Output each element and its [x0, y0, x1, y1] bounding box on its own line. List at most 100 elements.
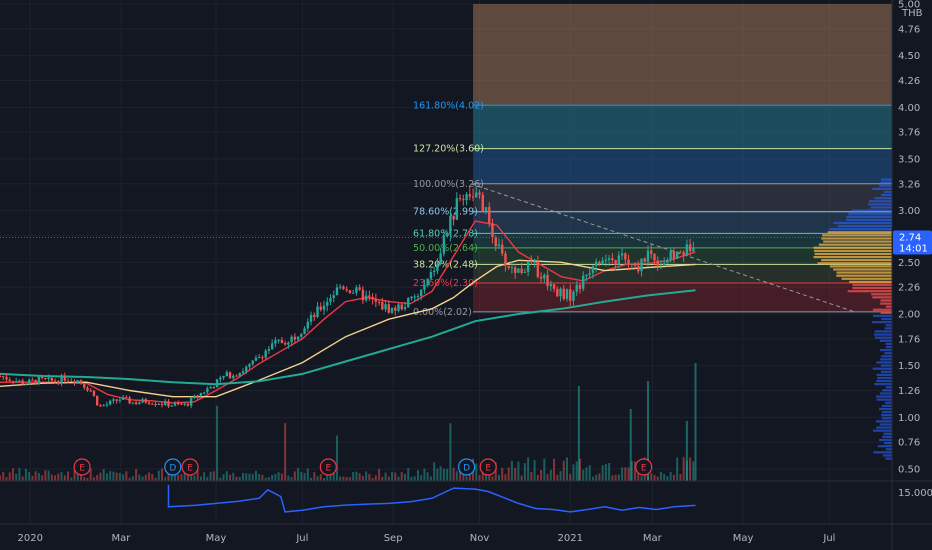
volume-profile-bar	[846, 215, 892, 218]
candle-body	[27, 379, 31, 385]
volume-bar	[614, 474, 617, 481]
volume-profile-bar	[872, 321, 892, 324]
volume-bar	[433, 462, 436, 481]
indicator-axis-label: 15.000	[898, 488, 932, 499]
volume-profile-bar	[885, 342, 892, 345]
candle-body	[549, 284, 552, 287]
volume-bar	[245, 473, 248, 481]
volume-profile-bar	[880, 181, 892, 184]
earnings-marker: E	[479, 458, 497, 476]
volume-profile-bar	[868, 200, 892, 203]
time-axis-tick: May	[733, 533, 754, 544]
volume-bar	[180, 474, 183, 481]
volume-profile-bar	[876, 373, 892, 376]
candle-body	[277, 339, 280, 341]
candle-body	[183, 403, 186, 405]
fib-zone	[473, 148, 892, 184]
candle-body	[669, 251, 672, 261]
volume-bar	[378, 468, 381, 481]
candle-body	[18, 380, 21, 382]
volume-bar	[361, 476, 364, 481]
volume-bar	[280, 473, 283, 481]
volume-bar	[157, 470, 160, 481]
volume-bar	[199, 476, 202, 481]
volume-bar	[138, 474, 141, 481]
volume-profile-bar	[872, 367, 892, 370]
volume-profile-bar	[817, 262, 892, 265]
volume-profile-bar	[883, 441, 892, 445]
candle-body	[588, 273, 591, 275]
volume-profile-bar	[813, 255, 892, 259]
volume-bar	[332, 469, 335, 481]
volume-bar	[371, 477, 374, 481]
volume-profile-bar	[872, 296, 892, 299]
fib-level-label: 161.80%(4.02)	[413, 100, 484, 111]
fib-level-label: 61.80%(2.78)	[413, 228, 478, 239]
price-axis-tick: 4.50	[898, 51, 920, 62]
volume-bar	[685, 421, 688, 481]
volume-bar	[148, 472, 151, 481]
candle-body	[384, 304, 387, 310]
volume-bar	[297, 468, 300, 481]
marker-label: E	[187, 464, 193, 474]
volume-bar	[80, 470, 82, 481]
volume-bar	[455, 471, 458, 481]
candle-body	[329, 297, 332, 302]
volume-bar	[669, 472, 672, 481]
volume-bar	[92, 477, 95, 481]
candle-body	[471, 196, 475, 198]
volume-bar	[54, 475, 57, 481]
candle-body	[280, 339, 284, 344]
price-axis-tick: 3.76	[898, 128, 920, 139]
candle-body	[617, 255, 621, 265]
candle-body	[44, 378, 47, 380]
candle-body	[248, 364, 251, 367]
volume-bar	[439, 466, 442, 481]
volume-bar	[647, 381, 649, 481]
volume-bar	[368, 474, 371, 481]
countdown-timer: 14:01	[899, 244, 928, 255]
volume-profile-bar	[875, 420, 892, 423]
volume-profile-bar	[874, 197, 892, 200]
volume-bar	[420, 475, 423, 481]
candle-body	[387, 304, 390, 313]
candle-body	[241, 371, 245, 373]
marker-circle	[635, 458, 653, 476]
volume-bar	[300, 471, 303, 481]
volume-bar	[206, 477, 209, 481]
volume-bar	[115, 472, 118, 481]
candle-body	[258, 357, 261, 359]
volume-bar	[601, 465, 604, 481]
candle-body	[238, 372, 241, 377]
candle-body	[371, 296, 374, 300]
time-axis-tick: Mar	[643, 533, 663, 544]
candle-body	[115, 399, 118, 401]
candle-body	[99, 405, 102, 407]
volume-profile-bar	[872, 314, 892, 318]
volume-bar	[429, 476, 432, 481]
volume-profile-bar	[876, 398, 892, 401]
volume-profile-bar	[879, 438, 892, 442]
time-axis[interactable]: 2020 Mar May Jul Sep Nov 2021 Mar May Jul	[18, 533, 836, 544]
volume-profile-bar	[813, 246, 892, 249]
fib-zone	[473, 4, 892, 106]
volume-profile-bar	[814, 252, 892, 256]
candle-body	[8, 379, 11, 381]
candle-body	[426, 278, 429, 286]
volume-bar	[572, 464, 575, 481]
volume-profile-bar	[885, 345, 892, 349]
candle-body	[222, 376, 225, 378]
volume-bar	[446, 468, 449, 481]
volume-bar	[627, 467, 630, 481]
volume-bar	[595, 474, 598, 481]
volume-profile-bar	[852, 283, 892, 287]
volume-profile-bar	[848, 212, 892, 215]
volume-bar	[323, 477, 325, 481]
volume-bar	[167, 468, 170, 481]
volume-bar	[24, 468, 27, 481]
candle-body	[403, 307, 407, 310]
volume-profile-bar	[870, 206, 892, 209]
volume-profile-bar	[885, 448, 892, 451]
volume-bar	[391, 471, 394, 481]
